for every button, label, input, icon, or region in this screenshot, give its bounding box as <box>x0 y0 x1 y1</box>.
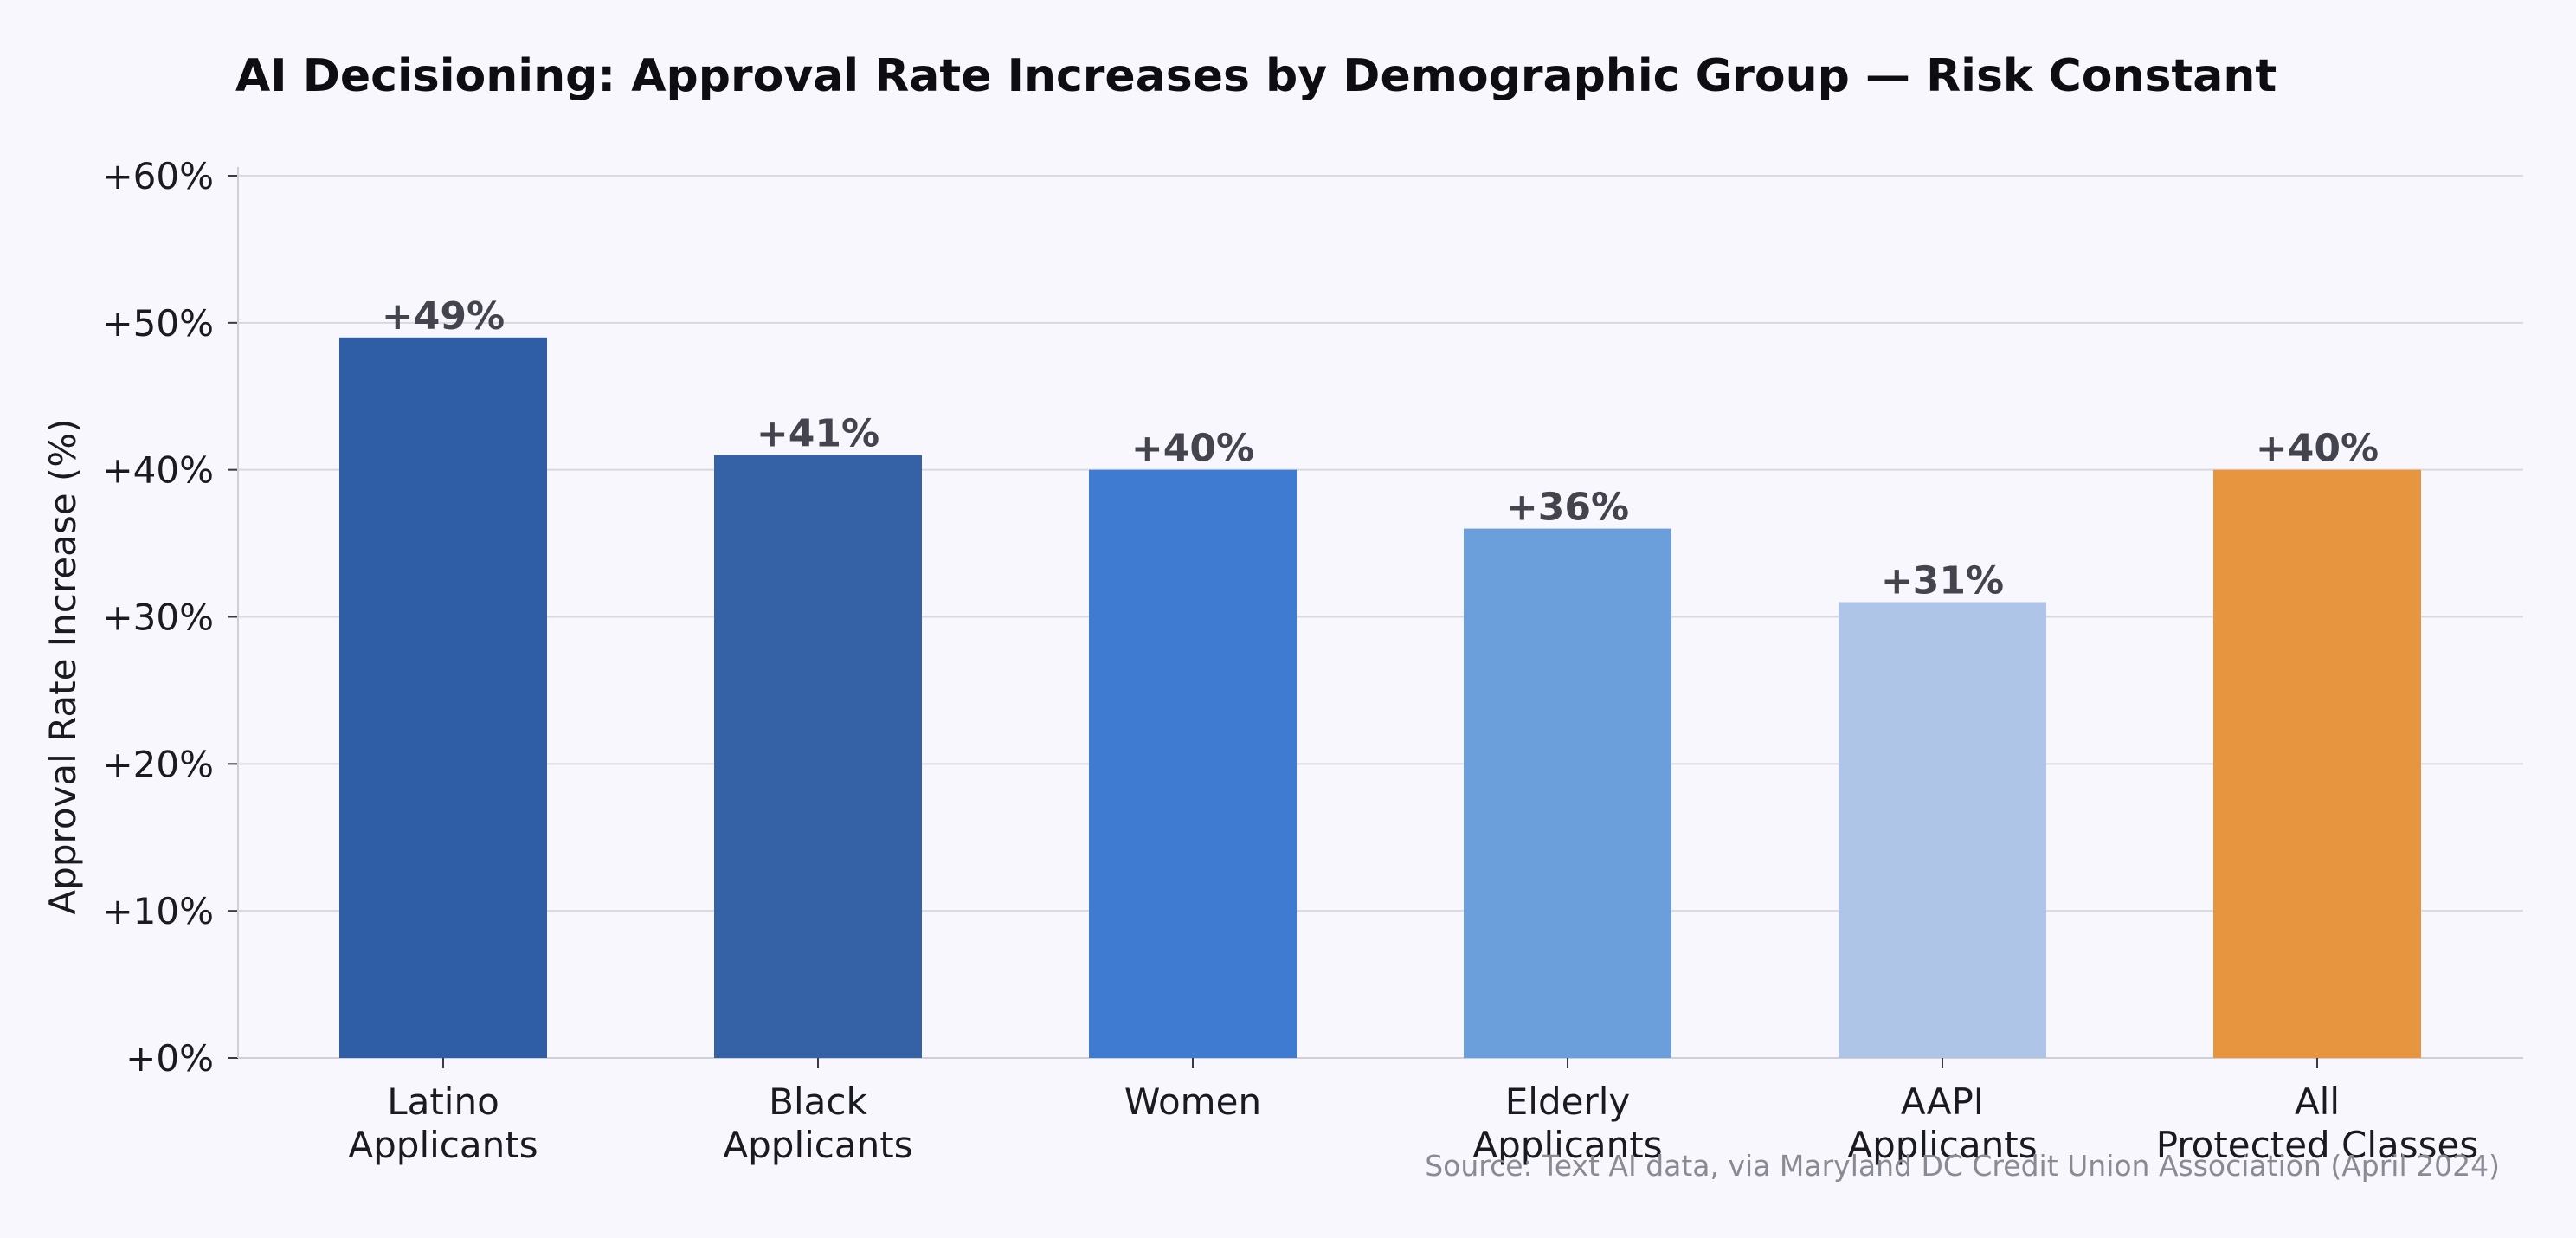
chart-title: AI Decisioning: Approval Rate Increases … <box>235 50 2277 102</box>
y-tick-label: +50% <box>102 302 214 345</box>
bar <box>714 455 922 1058</box>
y-tick-labels: +0% +10% +20% +30% +40% +50% +60% <box>102 155 214 1080</box>
bar-value-label: +40% <box>1131 427 1254 471</box>
bar-value-label: +31% <box>1881 559 2004 603</box>
data-labels: +49% +41% +40% +36% +31% +40% <box>382 294 2379 603</box>
axes <box>228 167 2523 1068</box>
y-tick-label: +10% <box>102 890 214 932</box>
y-tick-label: +40% <box>102 449 214 492</box>
x-tick-label: AAPI Applicants <box>1847 1080 2037 1166</box>
bar <box>1464 528 1671 1058</box>
bar-value-label: +41% <box>757 412 879 456</box>
bar-value-label: +49% <box>382 294 505 339</box>
bar <box>1089 469 1297 1058</box>
x-tick-label: Elderly Applicants <box>1472 1080 1662 1166</box>
x-tick-label: All Protected Classes <box>2156 1080 2479 1166</box>
x-tick-labels: Latino Applicants Black Applicants Women Elde… <box>348 1080 2478 1166</box>
bar <box>339 337 547 1059</box>
y-tick-label: +0% <box>126 1037 214 1080</box>
bar-value-label: +36% <box>1506 486 1629 530</box>
y-tick-label: +30% <box>102 596 214 639</box>
gridlines <box>238 175 2523 912</box>
bars <box>339 337 2421 1059</box>
x-tick-label: Women <box>1124 1080 1261 1123</box>
y-axis-label: Approval Rate Increase (%) <box>42 418 84 914</box>
bar <box>2213 469 2421 1058</box>
x-tick-label: Latino Applicants <box>348 1080 538 1166</box>
y-tick-label: +60% <box>102 155 214 197</box>
x-tick-label: Black Applicants <box>723 1080 912 1166</box>
source-note: Source: Text AI data, via Maryland DC Cr… <box>1425 1149 2500 1183</box>
bar <box>1839 602 2046 1058</box>
bar-value-label: +40% <box>2256 427 2379 471</box>
y-tick-label: +20% <box>102 743 214 785</box>
